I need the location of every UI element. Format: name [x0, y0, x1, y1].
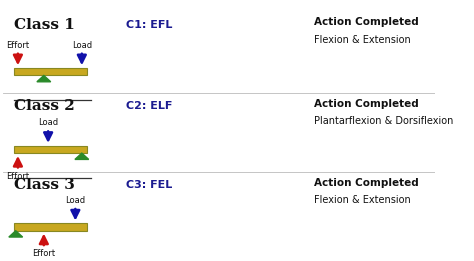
Text: Effort: Effort	[6, 41, 29, 50]
Text: Class 3: Class 3	[14, 178, 74, 192]
Text: Flexion & Extension: Flexion & Extension	[314, 195, 410, 205]
FancyBboxPatch shape	[14, 223, 87, 231]
Text: C2: ELF: C2: ELF	[126, 101, 172, 111]
Text: Action Completed: Action Completed	[314, 17, 419, 27]
Text: Plantarflexion & Dorsiflexion: Plantarflexion & Dorsiflexion	[314, 116, 453, 126]
Text: C3: FEL: C3: FEL	[126, 180, 172, 190]
Text: Action Completed: Action Completed	[314, 178, 419, 188]
FancyBboxPatch shape	[14, 68, 87, 75]
Text: Load: Load	[38, 118, 58, 127]
Text: Action Completed: Action Completed	[314, 99, 419, 109]
Polygon shape	[37, 75, 51, 82]
Text: Class 1: Class 1	[14, 18, 74, 32]
Polygon shape	[75, 153, 89, 159]
Text: Class 2: Class 2	[14, 99, 74, 113]
Text: Effort: Effort	[6, 171, 29, 181]
FancyBboxPatch shape	[14, 146, 87, 153]
Text: Load: Load	[72, 41, 92, 50]
Text: Flexion & Extension: Flexion & Extension	[314, 35, 410, 45]
Polygon shape	[9, 231, 23, 237]
Text: C1: EFL: C1: EFL	[126, 20, 172, 30]
Text: Load: Load	[65, 196, 85, 205]
Text: Effort: Effort	[32, 249, 55, 258]
